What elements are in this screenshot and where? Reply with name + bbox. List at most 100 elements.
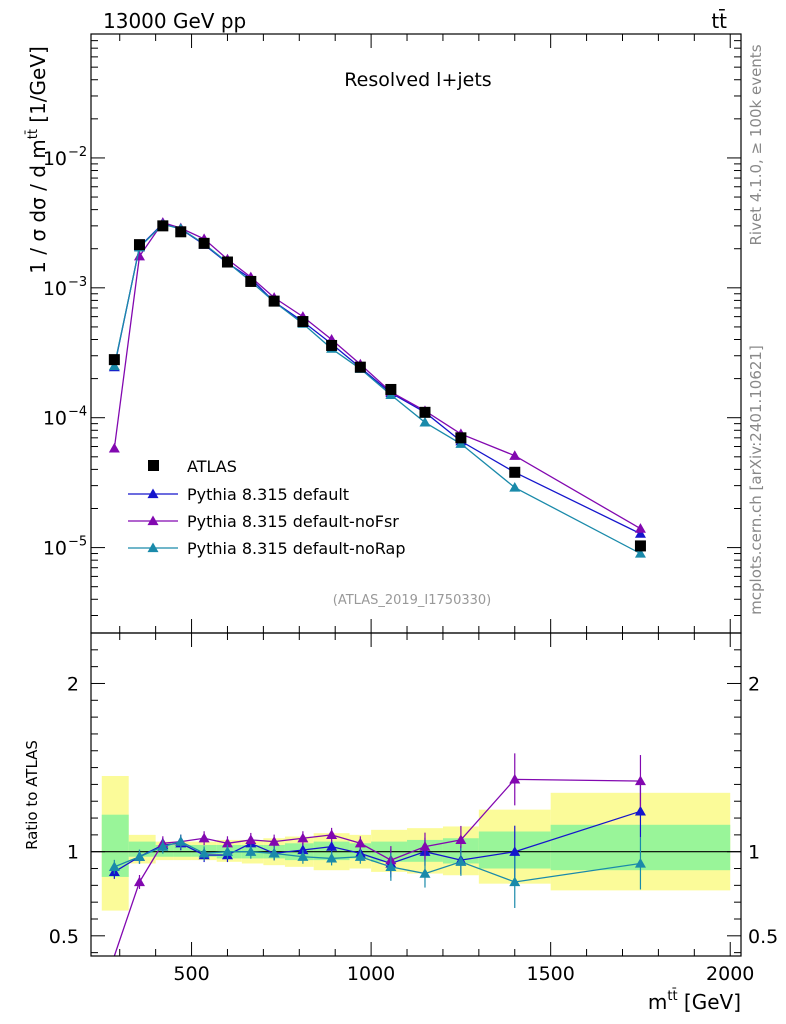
ratio-y-tick-label-right: 0.5 [748, 926, 778, 948]
data-point-atlas [634, 540, 646, 552]
ratio-point-noRap [133, 851, 145, 861]
series-line-noFsr [113, 221, 641, 530]
ratio-point-noFsr [198, 832, 210, 843]
data-point-atlas [455, 432, 467, 444]
ratio-point-noRap [268, 847, 280, 858]
ratio-point-default [634, 805, 646, 816]
ratio-x-tick-label: 1000 [347, 963, 395, 985]
ratio-y-tick-label: 1 [67, 842, 79, 864]
rivet-version-label: Rivet 4.1.0, ≥ 100k events [747, 44, 765, 245]
x-axis-label: mtt̄ [GeV] [648, 989, 741, 1014]
legend-marker-atlas [148, 460, 159, 471]
ratio-point-noFsr [326, 829, 338, 839]
ratio-panel: 500 1000 1500 2000 0.5 0.5 1 1 2 2 Ratio to ATLAS… [23, 632, 778, 1014]
data-point-noFsr [108, 442, 120, 453]
ratio-point-default [297, 844, 309, 855]
ratio-point-noRap [455, 856, 467, 866]
ratio-point-noRap [326, 852, 338, 863]
ratio-y-tick-label-right: 1 [748, 842, 760, 864]
data-point-atlas [419, 406, 431, 418]
ratio-point-noRap [175, 836, 187, 846]
ratio-point-noRap [354, 851, 366, 861]
legend-label-atlas: ATLAS [187, 457, 237, 476]
main-y-tick-exponent: −5 [68, 535, 87, 550]
ratio-y-tick-label: 2 [67, 673, 79, 695]
main-y-tick-label: 10 [43, 408, 67, 430]
ratio-point-noFsr [221, 837, 233, 848]
ratio-point-noRap [419, 868, 431, 878]
main-y-tick-exponent: −4 [68, 405, 87, 420]
data-point-noRap [634, 548, 646, 558]
legend-marker-noFsr [147, 515, 159, 526]
uncertainty-band-inner [155, 844, 174, 857]
data-point-noRap [509, 482, 521, 492]
legend-label-noRap: Pythia 8.315 default-noRap [187, 539, 405, 558]
data-point-atlas [175, 226, 187, 238]
ratio-point-noRap [385, 861, 397, 871]
ratio-point-noRap [297, 851, 309, 861]
data-point-noFsr [133, 250, 145, 261]
ratio-point-noFsr [245, 834, 257, 845]
data-point-atlas [221, 256, 233, 268]
ratio-line-noFsr [113, 778, 641, 957]
main-panel: Resolved l+jets (ATLAS_2019_I1750330) AT… [26, 33, 742, 634]
data-point-atlas [354, 361, 366, 373]
ratio-point-noFsr [634, 775, 646, 786]
main-y-tick-exponent: −2 [68, 145, 87, 160]
energy-label: 13000 GeV pp [103, 9, 246, 33]
main-y-tick-label: 10 [43, 148, 67, 170]
ratio-point-noRap [108, 861, 120, 871]
uncertainty-band-inner [128, 841, 156, 857]
ratio-point-noRap [509, 876, 521, 887]
series-line-noRap [113, 223, 641, 555]
ratio-x-tick-label: 2000 [706, 963, 754, 985]
ratio-point-noFsr [509, 773, 521, 784]
ratio-point-noFsr [455, 834, 467, 845]
data-point-noRap [419, 416, 431, 427]
ratio-y-axis-label: Ratio to ATLAS [23, 740, 41, 850]
data-point-atlas [326, 339, 338, 351]
data-point-atlas [297, 316, 309, 328]
main-y-tick-exponent: −3 [68, 275, 87, 290]
ratio-x-tick-label: 500 [173, 963, 209, 985]
ratio-y-tick-label-right: 2 [748, 673, 760, 695]
data-point-atlas [157, 220, 169, 232]
analysis-id-label: (ATLAS_2019_I1750330) [333, 593, 491, 608]
legend-label-default: Pythia 8.315 default [187, 485, 349, 504]
data-point-atlas [198, 237, 210, 249]
ratio-point-noFsr [419, 841, 431, 851]
legend-label-noFsr: Pythia 8.315 default-noFsr [187, 512, 399, 531]
main-y-tick-label: 10 [43, 538, 67, 560]
ratio-point-noFsr [297, 832, 309, 843]
data-point-noFsr [634, 523, 646, 533]
data-point-atlas [268, 295, 280, 307]
data-point-atlas [133, 239, 145, 251]
ratio-point-noRap [198, 847, 210, 858]
data-point-default [634, 528, 646, 538]
plot-title: Resolved l+jets [344, 69, 491, 91]
ratio-point-noFsr [133, 876, 145, 887]
legend-marker-noRap [147, 542, 159, 553]
legend-marker-default [147, 488, 159, 499]
ratio-x-tick-label: 1500 [526, 963, 574, 985]
ratio-y-tick-label: 0.5 [49, 926, 79, 948]
ratio-panel-frame [90, 632, 742, 957]
ratio-point-noFsr [354, 837, 366, 848]
ratio-line-noRap [114, 840, 641, 883]
data-point-atlas [108, 354, 120, 366]
data-point-noRap [108, 360, 120, 371]
ratio-point-noRap [221, 846, 233, 856]
process-label: tt̄ [711, 8, 727, 33]
legend: ATLAS Pythia 8.315 default Pythia 8.315 de… [128, 457, 405, 558]
ratio-point-noFsr [268, 836, 280, 846]
uncertainty-band-inner [173, 844, 192, 857]
ratio-point-noRap [634, 857, 646, 868]
ratio-point-default [326, 841, 338, 851]
data-point-atlas [509, 466, 521, 478]
ratio-point-noRap [157, 841, 169, 851]
data-point-atlas [385, 383, 397, 395]
ratio-point-default [509, 846, 521, 856]
mcplots-label: mcplots.cern.ch [arXiv:2401.10621] [747, 345, 765, 615]
data-point-atlas [245, 275, 257, 287]
